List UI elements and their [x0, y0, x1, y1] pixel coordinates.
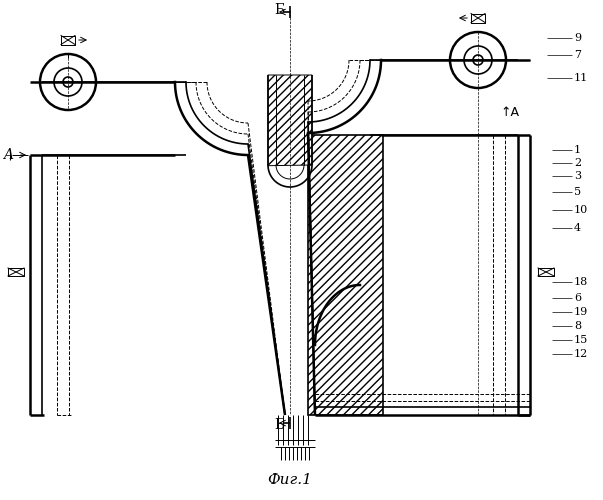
- Text: 5: 5: [574, 187, 581, 197]
- Text: 9: 9: [574, 33, 581, 43]
- Polygon shape: [308, 135, 383, 415]
- Text: 3: 3: [574, 171, 581, 181]
- Text: 8: 8: [574, 321, 581, 331]
- Text: Б: Б: [274, 3, 284, 17]
- Text: 18: 18: [574, 277, 589, 287]
- Text: 4: 4: [574, 223, 581, 233]
- Text: 10: 10: [574, 205, 589, 215]
- Text: 7: 7: [574, 50, 581, 60]
- Text: ↑A: ↑A: [500, 106, 520, 118]
- Text: Б: Б: [274, 418, 284, 432]
- Text: 12: 12: [574, 349, 589, 359]
- Text: 1: 1: [574, 145, 581, 155]
- Text: 15: 15: [574, 335, 589, 345]
- Text: Фиг.1: Фиг.1: [268, 473, 312, 487]
- Text: 19: 19: [574, 307, 589, 317]
- Text: 11: 11: [574, 73, 589, 83]
- Polygon shape: [268, 75, 312, 166]
- Text: 6: 6: [574, 293, 581, 303]
- Text: A: A: [3, 148, 13, 162]
- Text: 2: 2: [574, 158, 581, 168]
